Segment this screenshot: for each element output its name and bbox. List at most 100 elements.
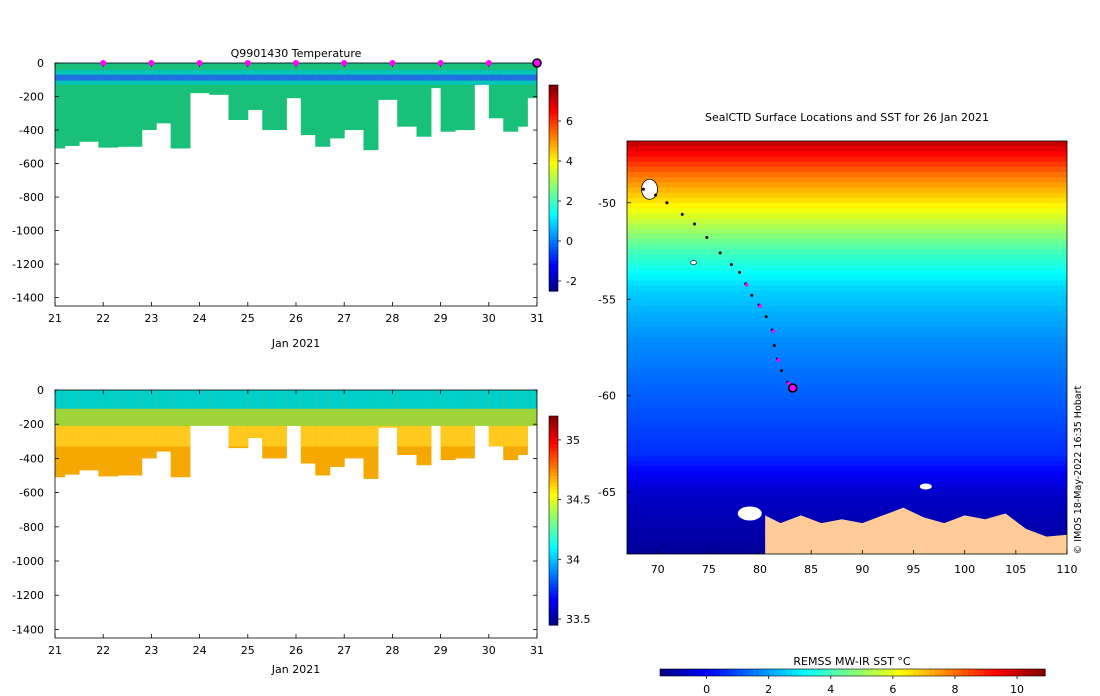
sst-colorbar-segment (731, 669, 738, 676)
temperature-cold-layer (440, 74, 456, 81)
temperature-profile-marker (389, 60, 396, 66)
temperature-cold-layer (247, 74, 263, 81)
salinity-colorbar-segment (549, 433, 558, 438)
salinity-xtick-label: 29 (434, 644, 448, 657)
salinity-colorbar-tick-label: 35 (566, 434, 580, 447)
sst-band (627, 476, 1067, 483)
salinity-xtick-label: 23 (144, 644, 158, 657)
map-ytick-label: -65 (598, 486, 616, 499)
salinity-surface-layer (156, 390, 172, 409)
temperature-xtick-label: 22 (96, 312, 110, 325)
heard-island (690, 260, 697, 265)
sst-colorbar-segment (726, 669, 733, 676)
salinity-colorbar-segment (549, 565, 558, 570)
salinity-upper-layer (455, 425, 475, 447)
sst-band (627, 192, 1067, 199)
temperature-colorbar-tick-label: 2 (566, 195, 573, 208)
sst-band (627, 383, 1067, 390)
sst-colorbar-segment (935, 669, 942, 676)
temperature-colorbar-segment (549, 284, 558, 289)
temperature-ytick-label: -600 (19, 158, 44, 171)
sst-band (627, 213, 1067, 220)
salinity-colorbar-segment (549, 506, 558, 511)
sst-colorbar-segment (924, 669, 931, 676)
seal-track (641, 187, 798, 393)
salinity-colorbar-segment (549, 503, 558, 508)
sst-colorbar-segment (759, 669, 766, 676)
salinity-upper-layer (262, 425, 287, 447)
salinity-halocline (55, 408, 66, 426)
salinity-xlabel: Jan 2021 (271, 663, 320, 676)
temperature-cold-layer (117, 74, 143, 81)
temperature-colorbar-segment (549, 91, 558, 96)
sst-colorbar-segment (968, 669, 975, 676)
sst-colorbar-segment (660, 669, 667, 676)
temperature-xtick-label: 29 (434, 312, 448, 325)
salinity-xtick-label: 25 (241, 644, 255, 657)
sst-colorbar-segment (715, 669, 722, 676)
salinity-surface-layer (209, 390, 230, 409)
temperature-colorbar-segment (549, 133, 558, 138)
salinity-halocline (503, 408, 519, 426)
sst-colorbar-segment (990, 669, 997, 676)
temperature-colorbar-segment (549, 157, 558, 162)
sst-band (627, 151, 1067, 158)
salinity-colorbar-segment (549, 593, 558, 598)
salinity-xtick-label: 24 (193, 644, 207, 657)
sst-colorbar-segment (1012, 669, 1019, 676)
salinity-colorbar-segment (549, 440, 558, 445)
temperature-colorbar-segment (549, 249, 558, 254)
sst-band (627, 409, 1067, 416)
temperature-colorbar-segment (549, 174, 558, 179)
salinity-halocline (488, 408, 504, 426)
ice-patch (919, 483, 932, 490)
temperature-profile-marker (244, 60, 251, 66)
temperature-profile-marker (196, 60, 203, 66)
salinity-colorbar-segment (549, 530, 558, 536)
track-point (680, 212, 684, 216)
salinity-halocline (363, 408, 379, 426)
temperature-colorbar-segment (549, 112, 558, 117)
track-profile-marker (776, 358, 781, 362)
map-title: SealCTD Surface Locations and SST for 26… (705, 111, 989, 124)
temperature-colorbar-segment (549, 85, 558, 90)
sst-colorbar-segment (1028, 669, 1035, 676)
sst-band (627, 141, 1067, 147)
sst-colorbar-segment (1001, 669, 1008, 676)
salinity-colorbar-segment (549, 468, 558, 473)
temperature-panel: Q9901430 Temperature 21 22 23 24 25 26 27 28 29 3… (12, 47, 577, 350)
sst-band (627, 368, 1067, 374)
salinity-ytick-label: -1400 (12, 623, 44, 636)
sst-colorbar-segment (671, 669, 678, 676)
salinity-xtick-label: 26 (289, 644, 303, 657)
salinity-surface-layer (141, 390, 157, 409)
salinity-colorbar-segment (549, 534, 558, 539)
salinity-colorbar-segment (549, 579, 558, 584)
temperature-colorbar-segment (549, 160, 558, 165)
temperature-title: Q9901430 Temperature (231, 47, 362, 60)
salinity-halocline (329, 408, 345, 426)
salinity-colorbar-segment (549, 537, 558, 542)
sst-band (627, 440, 1067, 447)
salinity-colorbar-segment (549, 464, 558, 469)
sst-colorbar-segment (962, 669, 969, 676)
salinity-upper-layer (55, 425, 66, 447)
map-xtick-label: 90 (855, 563, 869, 576)
salinity-upper-layer (156, 425, 172, 447)
salinity-halocline (430, 408, 442, 426)
salinity-surface-layer (55, 390, 66, 409)
temperature-colorbar-segment (549, 122, 558, 127)
temperature-colorbar-segment (549, 236, 558, 241)
sst-colorbar-segment (797, 669, 804, 676)
salinity-halocline (416, 408, 432, 426)
salinity-colorbar-segment (549, 450, 558, 455)
sst-band (627, 332, 1067, 338)
sst-colorbar-segment (1017, 669, 1024, 676)
sst-colorbar-segment (957, 669, 964, 676)
temperature-cold-layer (430, 74, 442, 81)
salinity-halocline (98, 408, 119, 426)
temperature-end-marker (532, 58, 542, 68)
salinity-colorbar-segment (549, 485, 558, 490)
temperature-cold-layer (228, 74, 249, 81)
sst-colorbar-tick-label: 0 (703, 683, 710, 696)
